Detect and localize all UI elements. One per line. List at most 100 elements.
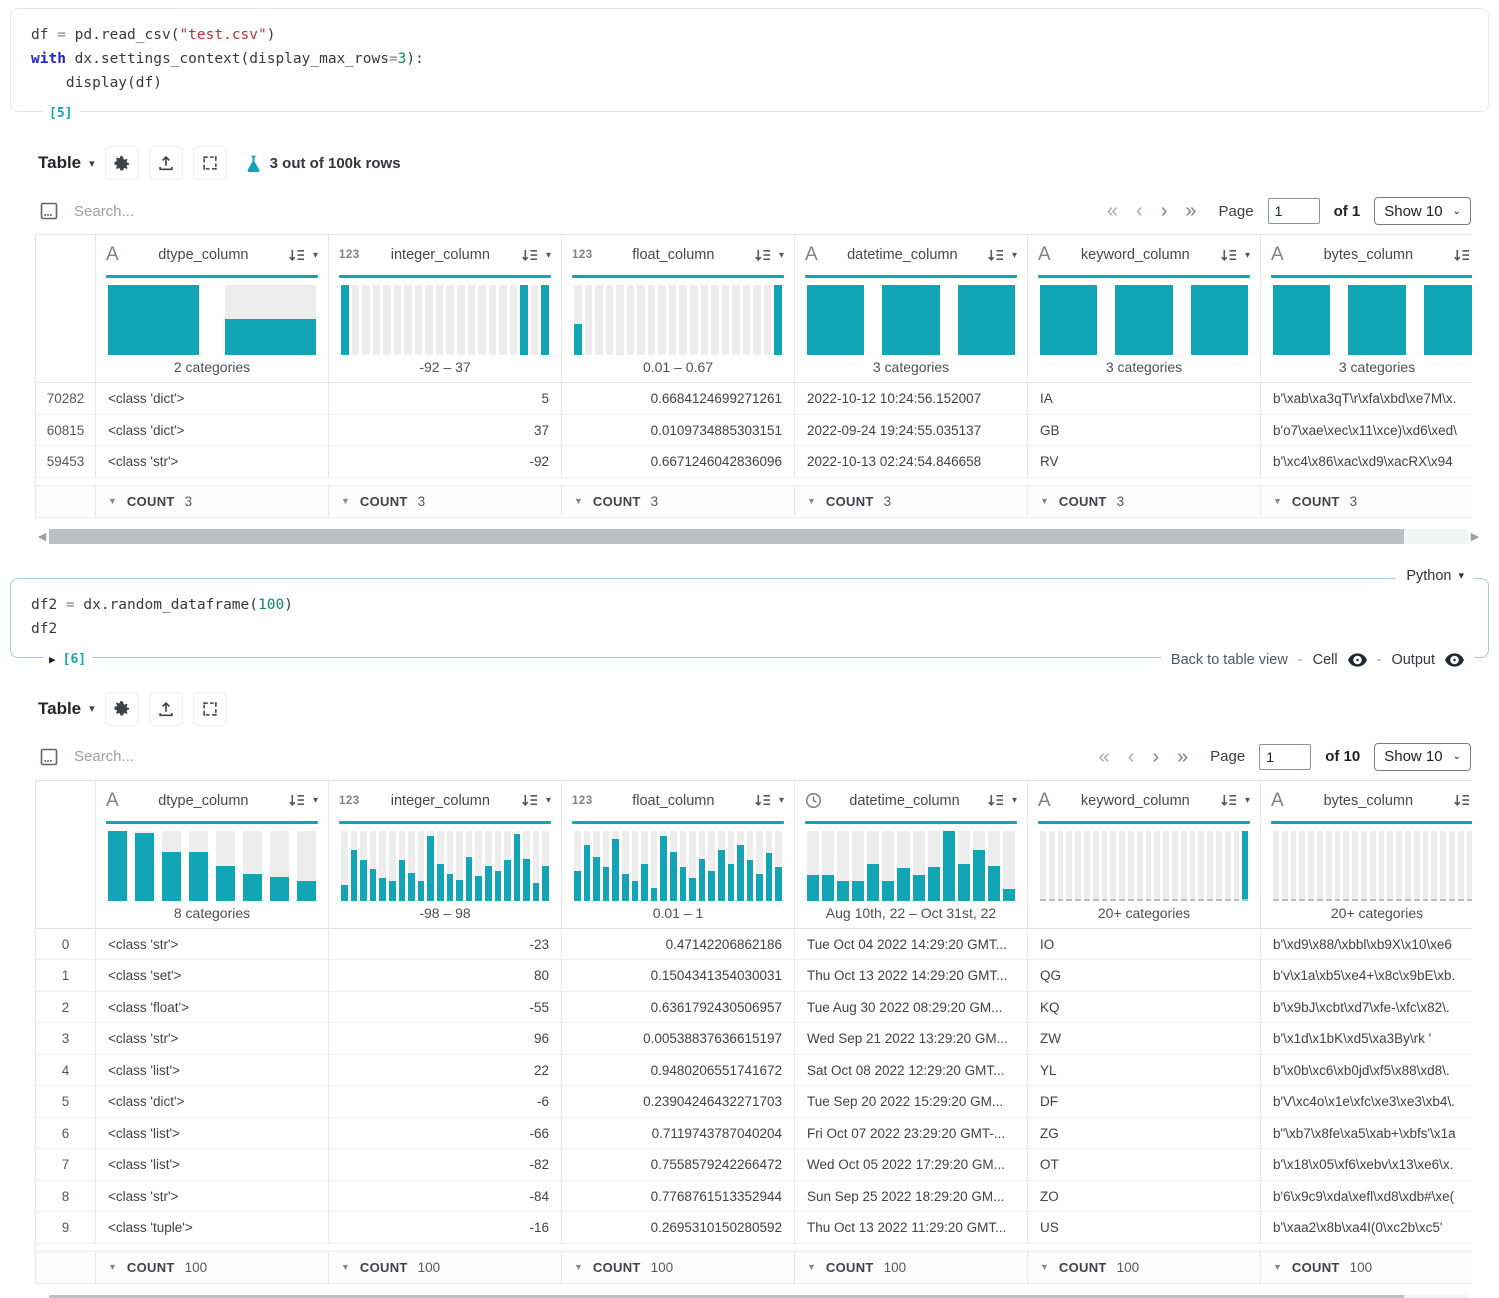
chevron-down-icon[interactable]: ▾	[312, 795, 318, 806]
histogram-bar	[372, 285, 381, 355]
search-input[interactable]	[74, 202, 374, 220]
chevron-down-icon[interactable]: ▾	[1244, 795, 1250, 806]
chevron-down-icon[interactable]: ▾	[1011, 249, 1017, 261]
sort-icon[interactable]	[521, 248, 538, 263]
chevron-down-icon[interactable]: ▼	[341, 496, 350, 506]
sort-icon[interactable]	[521, 793, 538, 808]
run-cell-icon[interactable]: ▶	[49, 652, 56, 666]
code-cell-2[interactable]: Python ▾ df2 = dx.random_dataframe(100) d…	[10, 567, 1489, 668]
chevron-down-icon[interactable]: ▼	[108, 1262, 117, 1272]
output-visibility-eye-icon[interactable]	[1445, 652, 1464, 667]
table-cell: -6	[329, 1086, 562, 1118]
sort-icon[interactable]	[987, 248, 1004, 263]
export-button[interactable]	[148, 146, 183, 180]
summary-cell[interactable]: ▼ COUNT 100	[1261, 1250, 1472, 1284]
cell-visibility-eye-icon[interactable]	[1347, 652, 1367, 667]
prev-page-icon[interactable]: ‹	[1136, 200, 1143, 222]
show-rows-select[interactable]: Show 10 ⌄	[1374, 197, 1471, 225]
summary-cell[interactable]: ▼ COUNT 100	[1028, 1250, 1261, 1284]
code-editor[interactable]: df = pd.read_csv("test.csv") with dx.sett…	[31, 23, 1468, 95]
chevron-down-icon[interactable]: ▼	[574, 496, 583, 506]
summary-cell[interactable]: ▼ COUNT 3	[795, 484, 1028, 518]
select-region-button[interactable]	[192, 691, 227, 726]
code-editor[interactable]: df2 = dx.random_dataframe(100) df2	[31, 593, 1468, 641]
summary-cell[interactable]: ▼ COUNT 3	[96, 484, 329, 518]
next-page-icon[interactable]: ›	[1160, 200, 1168, 222]
chevron-down-icon[interactable]: ▼	[341, 1262, 350, 1272]
scrollbar-track[interactable]	[49, 1295, 1468, 1298]
view-type-dropdown[interactable]: Table ▾	[38, 153, 95, 173]
view-type-dropdown[interactable]: Table ▾	[38, 699, 95, 719]
sort-icon[interactable]	[754, 793, 771, 808]
horizontal-scrollbar[interactable]: ◀ ▶	[35, 1292, 1482, 1298]
histogram-bar-bg	[1163, 830, 1169, 901]
sort-icon[interactable]	[1220, 793, 1237, 808]
scroll-left-icon[interactable]: ◀	[37, 531, 47, 543]
chevron-down-icon[interactable]: ▼	[1040, 1262, 1049, 1272]
chevron-down-icon[interactable]: ▼	[1273, 496, 1282, 506]
chevron-down-icon[interactable]: ▼	[807, 496, 816, 506]
table-cell: 0.6671246042836096	[562, 446, 795, 478]
chevron-down-icon[interactable]: ▾	[545, 249, 551, 261]
first-page-icon[interactable]: «	[1098, 745, 1110, 768]
prev-page-icon[interactable]: ‹	[1127, 745, 1135, 768]
scrollbar-thumb[interactable]	[49, 1295, 1405, 1298]
summary-cell[interactable]: ▼ COUNT 3	[329, 484, 562, 518]
histogram-bar-bg	[1413, 830, 1420, 901]
sort-icon[interactable]	[288, 248, 305, 263]
back-to-table-link[interactable]: Back to table view	[1170, 651, 1288, 668]
scrollbar-track[interactable]	[49, 529, 1468, 544]
search-input[interactable]	[74, 748, 374, 765]
export-button[interactable]	[148, 691, 183, 726]
show-rows-select[interactable]: Show 10 ⌄	[1374, 742, 1471, 771]
last-page-icon[interactable]: »	[1185, 200, 1197, 222]
summary-cell[interactable]: ▼ COUNT 3	[1261, 484, 1472, 518]
sort-icon[interactable]	[754, 248, 771, 263]
summary-cell[interactable]: ▼ COUNT 100	[795, 1250, 1028, 1284]
summary-cell[interactable]: ▼ COUNT 3	[1028, 484, 1261, 518]
summary-cell[interactable]: ▼ COUNT 100	[96, 1250, 329, 1284]
settings-button[interactable]	[104, 691, 139, 726]
next-page-icon[interactable]: ›	[1152, 745, 1160, 768]
page-number-input[interactable]	[1259, 743, 1312, 770]
histogram-bar	[822, 830, 835, 901]
histogram-bar-fill	[484, 865, 492, 901]
chevron-down-icon[interactable]: ▾	[778, 249, 784, 261]
column-accent-underline	[1038, 820, 1250, 824]
settings-button[interactable]	[104, 146, 139, 180]
sort-icon[interactable]	[1220, 248, 1237, 263]
aggregation-value: 100	[650, 1259, 674, 1275]
column-header-name-row: 123 float_column ▾	[562, 781, 794, 821]
chevron-down-icon[interactable]: ▼	[1273, 1262, 1282, 1272]
select-region-button[interactable]	[192, 146, 227, 180]
sort-icon[interactable]	[288, 793, 305, 808]
code-cell-1[interactable]: df = pd.read_csv("test.csv") with dx.sett…	[10, 8, 1489, 121]
scrollbar-thumb[interactable]	[49, 529, 1405, 544]
histogram-bar	[1457, 830, 1464, 901]
scroll-right-icon[interactable]: ▶	[1470, 531, 1480, 543]
chevron-down-icon[interactable]: ▾	[545, 795, 551, 806]
summary-cell[interactable]: ▼ COUNT 100	[329, 1250, 562, 1284]
chevron-down-icon[interactable]: ▾	[312, 249, 318, 261]
histogram-bar-bg	[417, 830, 425, 901]
first-page-icon[interactable]: «	[1106, 200, 1119, 222]
chevron-down-icon[interactable]: ▾	[1244, 249, 1250, 261]
sort-icon[interactable]	[987, 793, 1004, 808]
histogram-bar-bg	[708, 830, 715, 901]
last-page-icon[interactable]: »	[1177, 745, 1189, 768]
chevron-down-icon[interactable]: ▼	[574, 1262, 583, 1272]
summary-cell[interactable]: ▼ COUNT 100	[562, 1250, 795, 1284]
sort-icon[interactable]	[1453, 793, 1470, 808]
chevron-down-icon[interactable]: ▼	[807, 1262, 816, 1272]
horizontal-scrollbar[interactable]: ◀ ▶	[35, 526, 1482, 548]
summary-cell[interactable]: ▼ COUNT 3	[562, 484, 795, 518]
page-number-input[interactable]	[1267, 198, 1320, 224]
kernel-language-dropdown[interactable]: Python ▾	[1396, 567, 1474, 584]
aggregation-value: 100	[1349, 1259, 1373, 1275]
chevron-down-icon[interactable]: ▾	[1011, 795, 1017, 806]
chevron-down-icon[interactable]: ▾	[778, 795, 784, 806]
chevron-down-icon[interactable]: ▼	[1040, 496, 1049, 506]
sort-icon[interactable]	[1453, 248, 1470, 263]
chevron-down-icon[interactable]: ▼	[108, 496, 117, 506]
histogram-bar-fill	[189, 851, 208, 901]
